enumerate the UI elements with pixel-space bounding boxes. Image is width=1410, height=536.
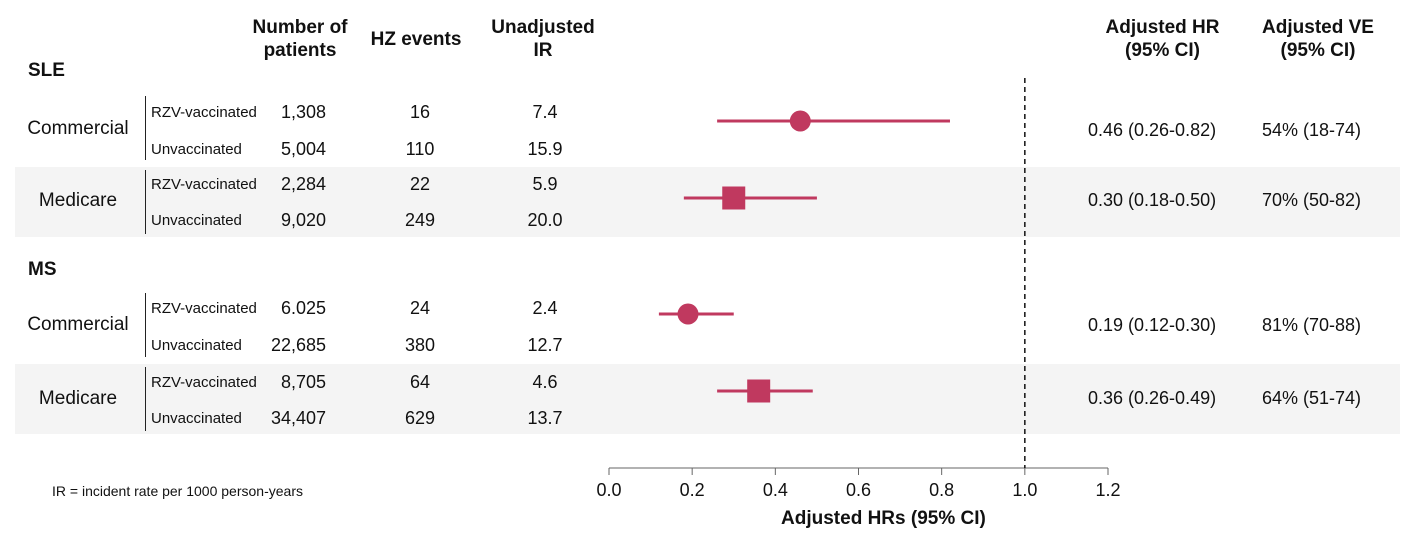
section-label-sle: SLE (28, 60, 65, 81)
patients-ms-medicare-rzv: 8,705 (280, 372, 326, 392)
hr-text-ms-medicare: 0.36 (0.26-0.49) (1088, 388, 1217, 408)
x-tick-label: 0.6 (846, 480, 871, 500)
header-number-of-patients: Number of patients (252, 17, 348, 61)
patients-sle-commercial-unvacc: 5,004 (280, 139, 326, 159)
hr-point-square (747, 379, 771, 403)
arm-label-sle-medicare-rzv: RZV-vaccinated (151, 176, 257, 193)
ir-sle-medicare-rzv: 5.9 (532, 174, 558, 194)
events-sle-commercial-unvacc: 110 (405, 139, 435, 159)
x-tick-label: 1.2 (1095, 480, 1120, 500)
events-sle-medicare-unvacc: 249 (404, 210, 436, 230)
events-sle-medicare-rzv: 22 (409, 174, 431, 194)
ir-sle-medicare-unvacc: 20.0 (527, 210, 563, 230)
header-unadjusted-ir: Unadjusted IR (491, 17, 595, 61)
arm-label-ms-medicare-unvacc: Unvaccinated (151, 410, 242, 427)
footnote: IR = incident rate per 1000 person-years (52, 483, 303, 499)
hr-point-square (722, 186, 746, 210)
header-adjusted-ve: Adjusted VE (95% CI) (1262, 17, 1374, 61)
patients-sle-medicare-rzv: 2,284 (280, 174, 326, 194)
group-bracket (145, 293, 146, 357)
x-tick-label: 0.8 (929, 480, 954, 500)
ir-sle-commercial-rzv: 7.4 (532, 102, 558, 122)
hr-point-circle (677, 303, 699, 325)
x-tick-label: 0.0 (596, 480, 621, 500)
patients-ms-commercial-unvacc: 22,685 (270, 335, 326, 355)
ve-text-sle-commercial: 54% (18-74) (1262, 120, 1362, 140)
patients-ms-commercial-rzv: 6.025 (280, 298, 326, 318)
ir-ms-commercial-unvacc: 12.7 (527, 335, 563, 355)
x-tick-label: 0.2 (680, 480, 705, 500)
ir-ms-commercial-rzv: 2.4 (532, 298, 558, 318)
group-label-sle-commercial: Commercial (27, 118, 129, 139)
arm-label-sle-commercial-rzv: RZV-vaccinated (151, 104, 257, 121)
hr-text-sle-commercial: 0.46 (0.26-0.82) (1088, 120, 1217, 140)
x-axis-title: Adjusted HRs (95% CI) (781, 508, 986, 529)
x-tick-label: 0.4 (763, 480, 788, 500)
row-band-ms-medicare (15, 364, 1400, 434)
arm-label-ms-commercial-rzv: RZV-vaccinated (151, 300, 257, 317)
arm-label-ms-commercial-unvacc: Unvaccinated (151, 337, 242, 354)
patients-sle-medicare-unvacc: 9,020 (280, 210, 326, 230)
events-ms-medicare-rzv: 64 (409, 372, 431, 392)
events-sle-commercial-rzv: 16 (409, 102, 431, 122)
ir-ms-medicare-unvacc: 13.7 (527, 408, 563, 428)
row-band-sle-medicare (15, 167, 1400, 237)
ve-text-sle-medicare: 70% (50-82) (1262, 190, 1362, 210)
hr-text-ms-commercial: 0.19 (0.12-0.30) (1088, 315, 1217, 335)
group-label-ms-medicare: Medicare (38, 388, 118, 409)
patients-ms-medicare-unvacc: 34,407 (270, 408, 326, 428)
hr-text-sle-medicare: 0.30 (0.18-0.50) (1088, 190, 1217, 210)
group-label-sle-medicare: Medicare (38, 190, 118, 211)
events-ms-commercial-rzv: 24 (409, 298, 431, 318)
ve-text-ms-commercial: 81% (70-88) (1262, 315, 1362, 335)
group-label-ms-commercial: Commercial (27, 314, 129, 335)
arm-label-sle-medicare-unvacc: Unvaccinated (151, 212, 242, 229)
group-bracket (145, 96, 146, 160)
header-adjusted-hr: Adjusted HR (95% CI) (1105, 17, 1220, 61)
arm-label-ms-medicare-rzv: RZV-vaccinated (151, 374, 257, 391)
events-ms-medicare-unvacc: 629 (404, 408, 436, 428)
patients-sle-commercial-rzv: 1,308 (280, 102, 326, 122)
x-tick-label: 1.0 (1012, 480, 1037, 500)
group-bracket (145, 367, 146, 431)
ir-sle-commercial-unvacc: 15.9 (527, 139, 563, 159)
section-label-ms: MS (28, 259, 57, 280)
hr-point-circle (789, 110, 811, 132)
header-hz-events: HZ events (370, 29, 462, 50)
arm-label-sle-commercial-unvacc: Unvaccinated (151, 141, 242, 158)
ve-text-ms-medicare: 64% (51-74) (1262, 388, 1362, 408)
ir-ms-medicare-rzv: 4.6 (532, 372, 558, 392)
group-bracket (145, 170, 146, 234)
events-ms-commercial-unvacc: 380 (404, 335, 436, 355)
